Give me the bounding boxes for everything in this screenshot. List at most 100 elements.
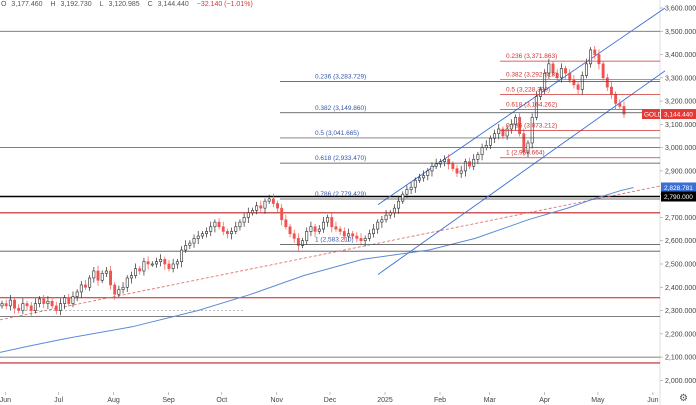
candle bbox=[50, 298, 54, 309]
candle bbox=[367, 229, 371, 242]
candle bbox=[451, 161, 455, 172]
candle-body bbox=[597, 54, 601, 65]
candle-body bbox=[605, 77, 609, 88]
candle-body bbox=[530, 117, 534, 144]
candle-body bbox=[610, 86, 613, 95]
low-label: L bbox=[99, 1, 104, 8]
candle-body bbox=[426, 170, 430, 176]
y-tick-label: 3,100.000 bbox=[665, 122, 696, 129]
candle-body bbox=[359, 238, 363, 242]
candle-body bbox=[117, 289, 121, 295]
channel-upper bbox=[377, 7, 666, 206]
candle-body bbox=[4, 303, 8, 307]
candle-body bbox=[447, 158, 451, 165]
candle-body bbox=[372, 228, 375, 235]
open-label: O bbox=[1, 1, 7, 8]
x-tick-label: Jun bbox=[0, 397, 11, 404]
candle bbox=[263, 198, 267, 214]
candle bbox=[192, 234, 196, 248]
candle-body bbox=[217, 221, 221, 228]
candle bbox=[117, 285, 121, 298]
candle-body bbox=[355, 235, 359, 239]
candle bbox=[259, 200, 263, 213]
candle bbox=[155, 257, 158, 268]
price-tag-label: 2,790.000 bbox=[664, 194, 693, 201]
candle-body bbox=[209, 226, 213, 232]
candle-body bbox=[451, 163, 455, 169]
x-tick-label: Apr bbox=[539, 397, 551, 404]
fib-right-label: 1 (2,956.664) bbox=[506, 150, 545, 157]
candle bbox=[54, 301, 58, 315]
y-tick-label: 3,400.000 bbox=[665, 52, 696, 59]
y-tick-label: 3,500.000 bbox=[665, 29, 696, 36]
candle-body bbox=[296, 238, 300, 246]
candle-body bbox=[242, 217, 246, 223]
candle bbox=[109, 265, 112, 290]
candle bbox=[276, 200, 279, 213]
candle bbox=[146, 256, 150, 270]
candle bbox=[455, 164, 459, 177]
candle-body bbox=[430, 165, 434, 172]
candle-body bbox=[576, 84, 580, 90]
candle bbox=[401, 191, 405, 204]
open-value: 3,177.460 bbox=[11, 1, 43, 8]
candle bbox=[71, 291, 75, 308]
x-tick-label: Sep bbox=[162, 397, 175, 404]
candle bbox=[430, 162, 434, 177]
candle bbox=[618, 99, 622, 110]
candle bbox=[129, 271, 133, 284]
candle bbox=[63, 294, 67, 310]
candle-body bbox=[584, 63, 588, 76]
candle bbox=[271, 193, 275, 208]
candle bbox=[426, 168, 430, 181]
candle-body bbox=[401, 193, 405, 202]
candle-body bbox=[614, 93, 618, 104]
candle-body bbox=[213, 221, 217, 228]
x-tick-label: 2025 bbox=[377, 397, 393, 404]
candle bbox=[509, 119, 513, 134]
x-tick-label: May bbox=[591, 397, 605, 404]
candle bbox=[392, 204, 396, 218]
candle-body bbox=[564, 68, 568, 74]
fib-left-label: 1 (2,583.210) bbox=[315, 237, 354, 244]
candle bbox=[534, 91, 538, 121]
candle bbox=[530, 113, 534, 149]
y-tick-label: 3,200.000 bbox=[665, 99, 696, 106]
candle-body bbox=[25, 303, 29, 307]
candle bbox=[551, 61, 555, 76]
candle-body bbox=[284, 219, 288, 228]
candle-body bbox=[200, 233, 204, 237]
y-tick-label: 3,600.000 bbox=[665, 6, 696, 13]
close-value: 3,144.440 bbox=[157, 1, 189, 8]
close-label: C bbox=[147, 1, 153, 8]
candle-body bbox=[84, 284, 87, 288]
candle bbox=[225, 228, 229, 239]
candle-body bbox=[13, 299, 16, 309]
price-tag bbox=[661, 182, 696, 193]
candle-body bbox=[342, 231, 346, 237]
candle bbox=[518, 113, 522, 137]
candle-body bbox=[418, 177, 421, 181]
candle bbox=[584, 58, 588, 79]
candle-body bbox=[493, 133, 497, 139]
candle-body bbox=[593, 49, 597, 55]
x-tick-label: Oct bbox=[216, 397, 227, 404]
candle-body bbox=[367, 233, 371, 239]
candle-body bbox=[138, 268, 142, 272]
candle bbox=[267, 194, 271, 204]
candle-body bbox=[468, 161, 471, 167]
candle bbox=[125, 275, 129, 292]
candle bbox=[380, 215, 384, 228]
candle-body bbox=[363, 238, 367, 242]
candle bbox=[317, 225, 321, 235]
candle-body bbox=[472, 158, 476, 167]
candle-body bbox=[384, 214, 388, 221]
candle bbox=[96, 265, 100, 286]
symbol-tag bbox=[642, 109, 660, 120]
candle-body bbox=[263, 200, 267, 209]
candle-body bbox=[580, 75, 584, 90]
candle-body bbox=[380, 219, 384, 223]
gear-icon[interactable]: ⚙ bbox=[679, 393, 688, 404]
